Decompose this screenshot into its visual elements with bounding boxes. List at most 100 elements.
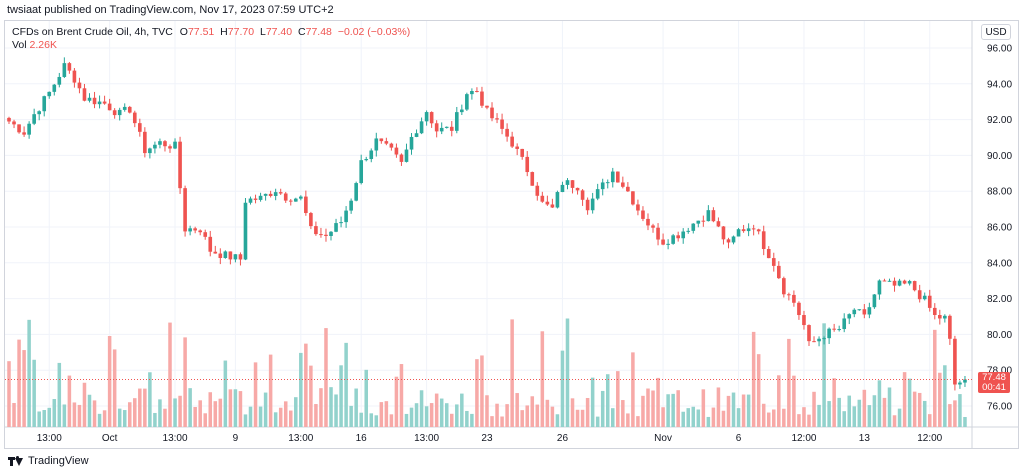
volume-bar (897, 408, 902, 427)
volume-bar (812, 391, 816, 427)
volume-bar (273, 412, 278, 427)
candle-body (168, 146, 172, 149)
candle-body (37, 111, 41, 115)
volume-bar (102, 410, 107, 427)
currency-button[interactable]: USD (981, 24, 1011, 40)
volume-bar (138, 388, 142, 427)
candle-body (112, 110, 117, 116)
volume-bar (756, 354, 761, 427)
candle-body (656, 227, 660, 240)
candle-body (570, 180, 575, 188)
candle-body (248, 198, 253, 203)
volume-bar (213, 401, 218, 427)
volume-bar (817, 404, 821, 427)
volume-bar (268, 354, 273, 427)
candle-body (208, 236, 213, 252)
candle-body (555, 192, 560, 208)
y-tick-label: 90.00 (987, 151, 1012, 162)
volume-bar (97, 413, 102, 427)
volume-bar (127, 402, 132, 427)
volume-bar (510, 319, 514, 427)
volume-bar (429, 403, 434, 427)
volume-bar (520, 410, 524, 427)
volume-bar (560, 350, 565, 427)
legend-open-label: O (179, 26, 188, 38)
volume-bar (948, 404, 952, 427)
candle-body (565, 180, 570, 185)
volume-bar (605, 374, 610, 427)
volume-bar (168, 322, 172, 427)
candle-body (369, 150, 374, 160)
volume-bar (248, 406, 253, 427)
candle-body (902, 280, 907, 284)
x-tick-label: 13:00 (414, 433, 439, 444)
volume-bar (107, 336, 112, 427)
candle-body (52, 84, 57, 92)
candle-body (842, 318, 847, 330)
volume-bar (706, 416, 711, 427)
candle-body (716, 221, 721, 227)
candle-body (384, 141, 389, 144)
volume-bar (656, 377, 660, 427)
candle-body (253, 198, 258, 200)
volume-bar (565, 318, 570, 427)
volume-bar (354, 388, 358, 427)
volume-bar (112, 349, 117, 427)
volume-bar (304, 343, 308, 427)
volume-bar (399, 364, 404, 427)
volume-bar (465, 410, 469, 427)
volume-bar (283, 401, 288, 427)
candle-body (726, 239, 731, 243)
volume-bar (867, 405, 872, 427)
candle-body (62, 63, 67, 77)
candle-body (817, 338, 821, 342)
candle-body (847, 314, 852, 319)
candle-body (460, 109, 464, 113)
volume-bar (716, 387, 721, 427)
volume-bar (485, 395, 489, 427)
candle-body (434, 123, 439, 132)
volume-bar (450, 413, 454, 427)
volume-value: 2.26K (29, 39, 57, 51)
candle-body (636, 204, 640, 211)
candle-body (610, 171, 615, 183)
volume-bar (943, 365, 947, 427)
candle-body (47, 91, 52, 97)
y-tick-label: 92.00 (987, 115, 1012, 126)
candle-body (948, 315, 952, 339)
legend-open-value: 77.51 (187, 26, 215, 38)
volume-bar (228, 389, 233, 427)
volume-bar (334, 394, 338, 427)
volume-bar (319, 388, 323, 427)
candle-body (32, 114, 36, 124)
x-tick-label: 12:00 (791, 433, 816, 444)
candle-body (218, 253, 223, 258)
x-tick-label: 13:00 (37, 433, 62, 444)
candle-body (590, 198, 595, 211)
volume-bar (958, 394, 962, 427)
volume-label: Vol (12, 39, 27, 51)
candle-body (922, 295, 927, 300)
volume-bar (394, 376, 399, 427)
candle-body (938, 315, 942, 319)
candle-body (334, 223, 338, 232)
volume-bar (595, 416, 600, 427)
candle-body (641, 210, 645, 219)
footer-branding[interactable]: TradingView (8, 455, 89, 467)
volume-bar (782, 408, 786, 427)
volume-bar (374, 415, 379, 427)
candle-body (17, 124, 21, 133)
candle-body (309, 213, 313, 227)
candle-body (293, 198, 298, 202)
volume-bar (711, 407, 716, 427)
candle-body (681, 231, 686, 239)
volume-bar (852, 406, 857, 427)
volume-bar (288, 410, 293, 427)
candle-body (852, 309, 857, 315)
candle-body (273, 192, 278, 196)
volume-bar (570, 398, 575, 427)
volume-bar (72, 402, 77, 427)
candle-body (500, 119, 504, 129)
candle-body (892, 280, 897, 286)
